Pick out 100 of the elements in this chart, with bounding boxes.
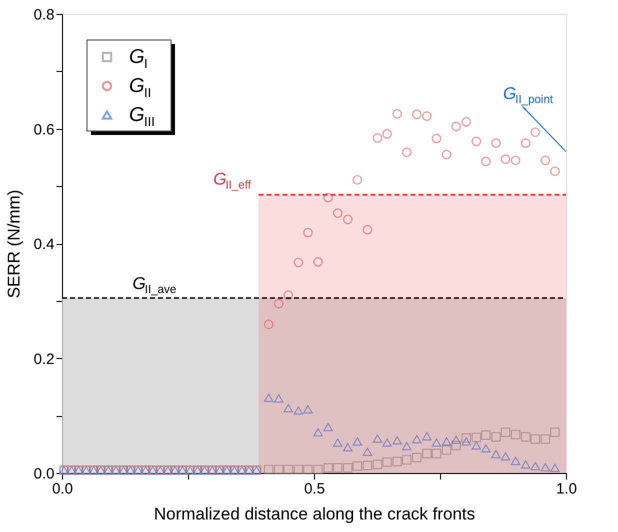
point bbox=[500, 154, 510, 164]
point bbox=[352, 175, 362, 185]
point bbox=[313, 428, 323, 436]
point bbox=[303, 405, 313, 414]
point bbox=[481, 156, 491, 166]
point bbox=[481, 430, 491, 440]
point bbox=[313, 257, 323, 267]
point bbox=[451, 122, 461, 132]
point bbox=[303, 464, 313, 474]
point bbox=[461, 117, 471, 127]
point bbox=[264, 394, 274, 402]
point bbox=[343, 463, 352, 473]
point bbox=[530, 127, 540, 137]
point bbox=[382, 129, 392, 139]
point bbox=[343, 443, 352, 452]
point bbox=[294, 464, 304, 474]
y-tick-label: 0.0 bbox=[34, 466, 54, 482]
point bbox=[372, 434, 382, 443]
point bbox=[491, 450, 501, 458]
point bbox=[472, 441, 482, 450]
point bbox=[491, 138, 501, 148]
point bbox=[461, 437, 471, 446]
point bbox=[372, 460, 382, 470]
point bbox=[550, 166, 560, 176]
point bbox=[362, 225, 372, 234]
point bbox=[284, 290, 294, 300]
point bbox=[550, 428, 560, 437]
point bbox=[382, 457, 392, 467]
point bbox=[323, 422, 333, 432]
point bbox=[432, 134, 442, 144]
point bbox=[540, 156, 550, 166]
point bbox=[422, 448, 432, 458]
x-tick-label: 1.0 bbox=[556, 480, 577, 498]
y-tick-label: 0.2 bbox=[34, 350, 54, 368]
point bbox=[540, 463, 550, 472]
point bbox=[402, 148, 412, 157]
y-tick-label: 0.8 bbox=[34, 6, 54, 24]
point bbox=[472, 136, 482, 146]
point bbox=[412, 434, 422, 444]
point bbox=[530, 462, 540, 470]
point bbox=[323, 192, 333, 202]
point bbox=[274, 394, 284, 403]
point bbox=[422, 111, 432, 121]
point bbox=[412, 110, 422, 120]
point bbox=[362, 448, 372, 456]
point bbox=[323, 463, 333, 473]
point bbox=[264, 464, 274, 474]
point bbox=[500, 452, 510, 461]
point bbox=[442, 445, 452, 455]
point bbox=[294, 406, 304, 415]
point bbox=[530, 434, 540, 444]
point bbox=[422, 432, 432, 440]
point bbox=[332, 463, 342, 473]
point bbox=[294, 258, 304, 268]
point bbox=[481, 444, 491, 452]
point bbox=[451, 436, 461, 444]
point bbox=[392, 456, 402, 466]
point bbox=[362, 460, 372, 470]
point bbox=[274, 299, 284, 308]
point bbox=[274, 464, 284, 474]
x-tick-label: 0.5 bbox=[304, 480, 325, 498]
point bbox=[510, 430, 520, 440]
point bbox=[472, 432, 482, 442]
point bbox=[352, 461, 362, 471]
point bbox=[372, 133, 382, 143]
x-tick-label: 0.0 bbox=[52, 480, 73, 498]
point bbox=[491, 432, 501, 442]
point bbox=[343, 214, 352, 224]
y-axis-title: SERR (N/mm) bbox=[4, 190, 24, 298]
point bbox=[352, 437, 362, 446]
point bbox=[451, 440, 461, 450]
point bbox=[540, 434, 550, 444]
point bbox=[500, 428, 510, 437]
y-tick-label: 0.6 bbox=[34, 121, 54, 138]
point bbox=[332, 208, 342, 218]
point bbox=[510, 156, 520, 166]
point bbox=[392, 436, 402, 444]
point bbox=[284, 464, 294, 474]
point bbox=[520, 460, 530, 469]
y-tick-label: 0.4 bbox=[34, 236, 54, 253]
point bbox=[392, 109, 402, 119]
point bbox=[303, 228, 313, 238]
point bbox=[520, 138, 530, 148]
point bbox=[402, 442, 412, 450]
point bbox=[402, 455, 412, 465]
point bbox=[550, 464, 560, 472]
point bbox=[284, 404, 294, 412]
point bbox=[264, 320, 274, 330]
point bbox=[520, 432, 530, 442]
x-axis-title: Normalized distance along the crack fronts bbox=[154, 504, 476, 524]
point bbox=[313, 464, 323, 474]
point bbox=[332, 438, 342, 447]
point bbox=[432, 448, 442, 458]
point bbox=[412, 452, 422, 462]
point bbox=[432, 438, 442, 447]
point bbox=[442, 150, 452, 160]
point bbox=[510, 456, 520, 466]
point bbox=[461, 433, 471, 443]
point bbox=[382, 438, 392, 447]
point bbox=[442, 437, 452, 446]
